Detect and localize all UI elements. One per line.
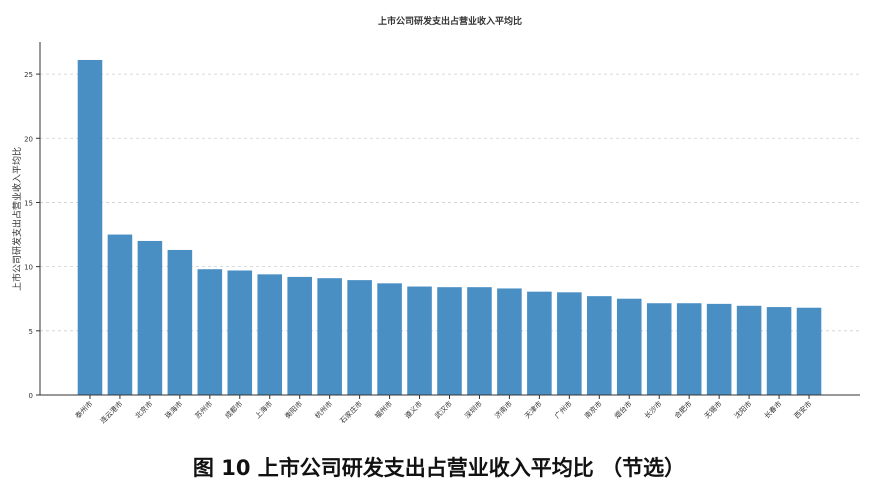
- x-tick-label: 天津市: [523, 399, 544, 420]
- bar: [77, 59, 103, 395]
- bar: [257, 274, 283, 395]
- x-tick-label: 苏州市: [193, 399, 214, 420]
- x-tick-label: 武汉市: [433, 399, 454, 420]
- x-tick-label: 长沙市: [642, 399, 663, 420]
- bar: [167, 249, 193, 395]
- bar: [706, 303, 732, 395]
- x-tick-label: 济南市: [493, 399, 514, 420]
- x-tick-label: 深圳市: [463, 399, 484, 420]
- bar: [587, 296, 612, 395]
- x-tick-label: 石家庄市: [338, 399, 364, 425]
- bar: [407, 286, 432, 395]
- x-tick-label: 长春市: [762, 399, 783, 420]
- figure-caption: 图 10 上市公司研发支出占营业收入平均比 （节选）: [192, 456, 686, 480]
- bar: [317, 278, 342, 395]
- bar: [497, 288, 522, 395]
- x-tick-label: 南京市: [583, 399, 604, 420]
- bar: [736, 305, 762, 395]
- x-tick-label: 北京市: [133, 399, 154, 420]
- x-tick-label: 合肥市: [672, 399, 693, 420]
- x-tick-label: 衡阳市: [283, 399, 304, 420]
- x-tick-label: 福州市: [373, 399, 394, 420]
- bar: [287, 276, 312, 395]
- x-tick-label: 西安市: [792, 399, 813, 420]
- bar: [646, 303, 672, 395]
- bar: [227, 270, 253, 395]
- y-tick-label: 15: [24, 199, 33, 207]
- bar: [347, 280, 372, 395]
- bar: [557, 292, 582, 395]
- x-tick-label: 连云港市: [98, 399, 124, 425]
- x-tick-label: 杭州市: [313, 399, 334, 420]
- bar: [377, 283, 402, 395]
- y-tick-label: 20: [24, 135, 33, 143]
- x-tick-label: 遵义市: [403, 399, 424, 420]
- bar: [527, 291, 552, 395]
- x-tick-label: 泰州市: [73, 399, 94, 420]
- bar: [766, 307, 792, 395]
- bar: [796, 307, 822, 395]
- y-tick-label: 0: [29, 392, 33, 400]
- y-tick-label: 10: [24, 264, 33, 272]
- y-tick-label: 25: [24, 71, 33, 79]
- x-tick-label: 成都市: [223, 399, 244, 420]
- bar: [137, 240, 163, 395]
- bar: [616, 298, 642, 395]
- x-tick-label: 珠海市: [163, 399, 184, 420]
- bar: [107, 234, 133, 395]
- x-tick-label: 烟台市: [612, 399, 633, 420]
- chart-title: 上市公司研发支出占营业收入平均比: [378, 15, 522, 27]
- bar: [676, 303, 702, 395]
- y-axis-label: 上市公司研发支出占营业收入平均比: [11, 147, 23, 291]
- bar: [437, 287, 462, 395]
- x-tick-label: 沈阳市: [732, 399, 753, 420]
- bar: [467, 287, 492, 395]
- bars: [77, 59, 822, 395]
- x-tick-label: 广州市: [553, 399, 574, 420]
- x-tick-label: 无锡市: [702, 399, 723, 420]
- bar: [197, 269, 223, 395]
- y-tick-label: 5: [29, 328, 33, 336]
- x-tick-label: 上海市: [253, 399, 274, 420]
